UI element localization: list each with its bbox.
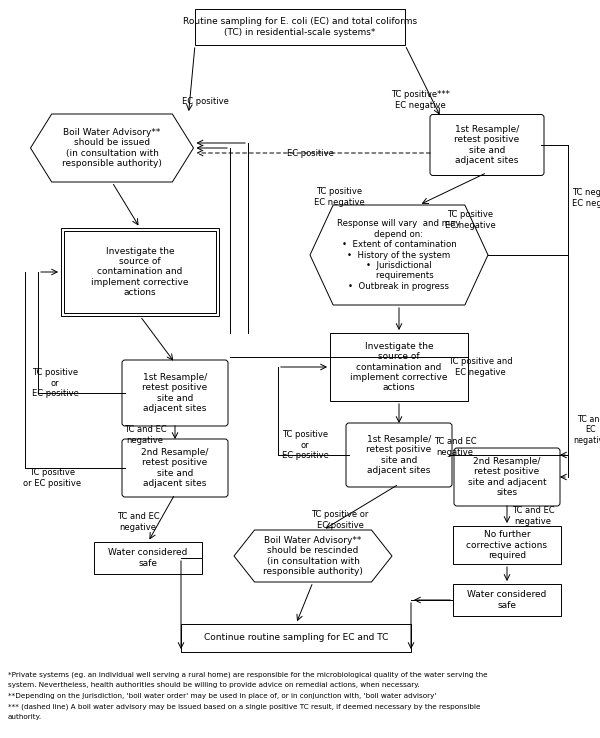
Text: TC and
EC
negative: TC and EC negative — [573, 415, 600, 445]
Text: 1st Resample/
retest positive
site and
adjacent sites: 1st Resample/ retest positive site and a… — [142, 373, 208, 413]
Text: Investigate the
source of
contamination and
implement corrective
actions: Investigate the source of contamination … — [91, 246, 189, 297]
Polygon shape — [31, 114, 193, 182]
Text: *** (dashed line) A boil water advisory may be issued based on a single positive: *** (dashed line) A boil water advisory … — [8, 703, 481, 710]
Text: TC positive
or
EC positive: TC positive or EC positive — [32, 368, 79, 398]
Text: TC negative
EC negative: TC negative EC negative — [572, 188, 600, 207]
Text: Investigate the
source of
contamination and
implement corrective
actions: Investigate the source of contamination … — [350, 342, 448, 393]
FancyBboxPatch shape — [430, 114, 544, 176]
Text: **Depending on the jurisdiction, 'boil water order' may be used in place of, or : **Depending on the jurisdiction, 'boil w… — [8, 693, 437, 699]
Text: system. Nevertheless, health authorities should be willing to provide advice on : system. Nevertheless, health authorities… — [8, 683, 420, 689]
Text: Continue routine sampling for EC and TC: Continue routine sampling for EC and TC — [204, 633, 388, 643]
Text: TC and EC
negative: TC and EC negative — [116, 512, 160, 531]
Text: TC positive
or EC positive: TC positive or EC positive — [23, 469, 81, 488]
Text: 1st Resample/
retest positive
site and
adjacent sites: 1st Resample/ retest positive site and a… — [454, 125, 520, 165]
Text: TC positive or
EC positive: TC positive or EC positive — [311, 510, 368, 530]
FancyBboxPatch shape — [454, 448, 560, 506]
Text: *Private systems (eg. an individual well serving a rural home) are responsible f: *Private systems (eg. an individual well… — [8, 672, 488, 678]
Text: TC positive
EC negative: TC positive EC negative — [445, 210, 496, 230]
FancyBboxPatch shape — [122, 360, 228, 426]
Polygon shape — [310, 205, 488, 305]
Text: Water considered
safe: Water considered safe — [109, 548, 188, 568]
Bar — [94, 542, 202, 574]
Text: EC positive: EC positive — [287, 148, 334, 157]
Text: TC positive
EC negative: TC positive EC negative — [314, 187, 364, 207]
Bar — [453, 584, 561, 616]
Text: Water considered
safe: Water considered safe — [467, 590, 547, 610]
Bar — [64, 231, 216, 313]
Text: TC positive and
EC negative: TC positive and EC negative — [448, 357, 512, 376]
Bar — [181, 624, 411, 652]
Text: TC positive
or
EC positive: TC positive or EC positive — [281, 430, 328, 460]
Text: Response will vary  and may
depend on:
•  Extent of contamination
•  History of : Response will vary and may depend on: • … — [337, 219, 461, 291]
Text: authority.: authority. — [8, 714, 42, 720]
Text: TC and EC
negative: TC and EC negative — [434, 438, 476, 457]
Text: No further
corrective actions
required: No further corrective actions required — [467, 530, 548, 560]
Bar — [61, 228, 219, 316]
FancyBboxPatch shape — [346, 423, 452, 487]
Text: Routine sampling for E. coli (EC) and total coliforms
(TC) in residential-scale : Routine sampling for E. coli (EC) and to… — [183, 17, 417, 37]
FancyBboxPatch shape — [122, 439, 228, 497]
Text: Boil Water Advisory**
should be issued
(in consultation with
responsible authori: Boil Water Advisory** should be issued (… — [62, 128, 162, 168]
Polygon shape — [234, 530, 392, 582]
Text: Boil Water Advisory**
should be rescinded
(in consultation with
responsible auth: Boil Water Advisory** should be rescinde… — [263, 536, 363, 576]
Text: 2nd Resample/
retest positive
site and
adjacent sites: 2nd Resample/ retest positive site and a… — [142, 448, 209, 488]
Bar — [453, 526, 561, 564]
Bar — [195, 9, 405, 45]
Text: 1st Resample/
retest positive
site and
adjacent sites: 1st Resample/ retest positive site and a… — [367, 435, 431, 475]
Text: TC positive***
EC negative: TC positive*** EC negative — [391, 90, 449, 110]
Text: EC positive: EC positive — [182, 97, 229, 106]
Text: TC and EC
negative: TC and EC negative — [124, 425, 166, 445]
Text: TC and EC
negative: TC and EC negative — [512, 506, 554, 525]
Bar — [330, 333, 468, 401]
Text: 2nd Resample/
retest positive
site and adjacent
sites: 2nd Resample/ retest positive site and a… — [467, 457, 547, 497]
